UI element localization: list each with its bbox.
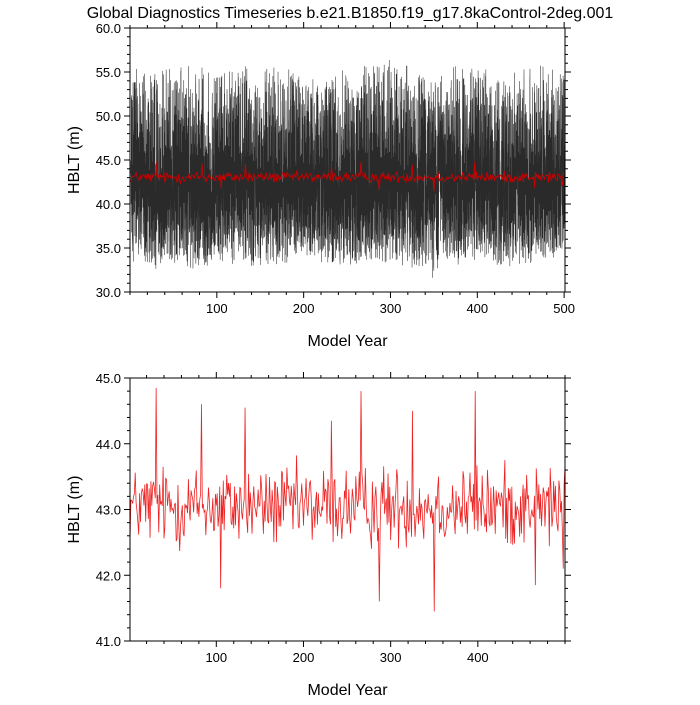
y-tick-label: 42.0 (96, 568, 121, 583)
y-tick-label: 35.0 (96, 241, 121, 256)
y-tick-label: 55.0 (96, 65, 121, 80)
annual-series-line (130, 387, 565, 612)
x-tick-label: 200 (293, 650, 315, 665)
monthly-series-line (130, 59, 565, 278)
y-axis-label: HBLT (m) (66, 126, 83, 194)
x-tick-label: 300 (380, 301, 402, 316)
x-tick-label: 300 (380, 650, 402, 665)
annual-mean-line (130, 161, 565, 192)
y-tick-label: 40.0 (96, 197, 121, 212)
x-axis-label: Model Year (307, 333, 388, 350)
y-tick-label: 44.0 (96, 437, 121, 452)
x-tick-label: 100 (206, 301, 228, 316)
x-tick-label: 500 (553, 301, 575, 316)
x-tick-label: 400 (467, 650, 489, 665)
y-tick-label: 30.0 (96, 285, 121, 300)
plot-area (130, 59, 565, 278)
y-tick-label: 41.0 (96, 634, 121, 649)
plot-frame (129, 377, 566, 642)
y-tick-label: 45.0 (96, 371, 121, 386)
x-axis-label: Model Year (307, 682, 388, 699)
y-tick-label: 43.0 (96, 503, 121, 518)
top-panel: 100 200 300 400 500 30.0 35.0 40.0 45.0 50.0 55.0 6… (66, 21, 575, 350)
y-tick-label: 60.0 (96, 21, 121, 36)
bottom-panel: 100 200 300 400 41.0 42.0 43.0 44.0 45.0 Model Ye… (66, 371, 571, 699)
x-tick-label: 400 (466, 301, 488, 316)
x-tick-label: 200 (293, 301, 315, 316)
x-tick-label: 100 (205, 650, 227, 665)
page-title: Global Diagnostics Timeseries b.e21.B185… (87, 5, 614, 22)
plot-area (130, 387, 565, 612)
y-tick-label: 50.0 (96, 109, 121, 124)
y-axis-label: HBLT (m) (66, 476, 83, 544)
y-tick-label: 45.0 (96, 153, 121, 168)
